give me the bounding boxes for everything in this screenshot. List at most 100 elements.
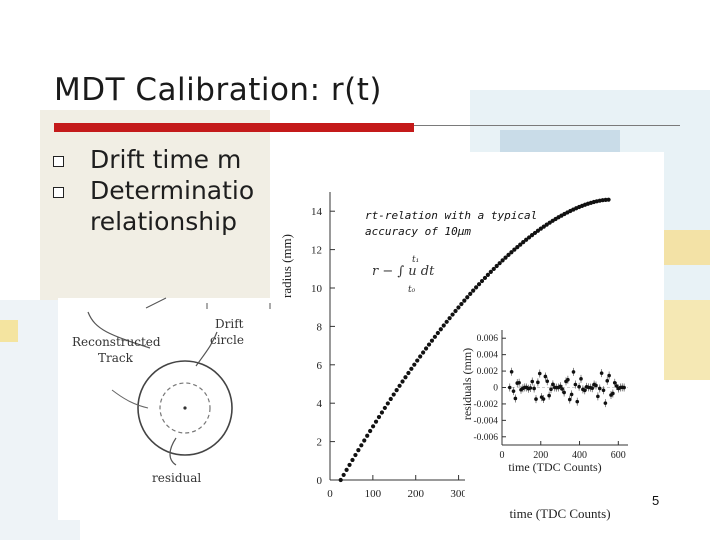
residuals-inset: residuals (mm) time (TDC Counts) 0.006 0.…: [460, 320, 635, 500]
inset-x-axis-label: time (TDC Counts): [508, 460, 601, 474]
residual-point: [562, 390, 566, 395]
x-axis-label: time (TDC Counts): [509, 506, 610, 521]
x-tick-label: 0: [327, 488, 333, 500]
rt-point: [476, 282, 482, 287]
rt-point: [406, 370, 411, 376]
title-underline: [54, 123, 414, 132]
residual-point: [509, 369, 514, 374]
residual-point: [571, 370, 576, 374]
rt-point: [394, 388, 399, 393]
rt-point: [471, 288, 476, 293]
rt-point: [338, 477, 343, 483]
y-tick-label: 8: [317, 321, 323, 333]
inset-y-axis-label: residuals (mm): [460, 348, 474, 420]
rt-point: [365, 433, 370, 438]
rt-point: [509, 250, 514, 255]
y-tick-label: 10: [311, 283, 323, 295]
rt-point: [347, 462, 352, 468]
rt-point: [368, 428, 373, 434]
residual-point: [545, 379, 550, 384]
square-bullet-icon: [53, 156, 64, 167]
drift-circle-diagram: Reconstructed Track Drift circle residua…: [58, 297, 288, 520]
residual-point: [594, 383, 598, 388]
residual-point: [528, 386, 533, 390]
x-tick-label: 300: [450, 488, 467, 500]
residual-point: [507, 385, 512, 390]
inset-x-tick-label: 400: [572, 450, 587, 461]
track-line: [145, 297, 167, 309]
page-number: 5: [652, 493, 660, 508]
residual-point: [622, 385, 626, 390]
rt-point: [482, 275, 488, 281]
y-tick-label: 4: [317, 398, 323, 410]
rt-point: [503, 255, 508, 260]
inset-y-tick-label: 0: [493, 384, 498, 394]
residual-point: [579, 377, 583, 381]
rt-point: [418, 354, 423, 359]
rt-point: [497, 261, 502, 266]
rt-point: [426, 342, 432, 347]
title-rule: [414, 125, 680, 126]
residual-point: [597, 386, 602, 391]
residual-point: [566, 377, 570, 382]
residual-point: [590, 386, 595, 391]
y-tick-label: 6: [317, 360, 323, 372]
residual-point: [532, 386, 536, 391]
rt-point: [421, 350, 426, 355]
residual-point: [511, 389, 516, 393]
formula: r − ∫ u dt t₁ t₀: [372, 255, 435, 295]
rt-point: [397, 383, 402, 388]
bullet-text: Drift time m: [90, 145, 242, 174]
rt-point: [491, 266, 496, 272]
annotation-line1: rt-relation with a typical: [365, 209, 537, 222]
rt-point: [391, 392, 396, 397]
reconstructed-track-label-line2: Track: [98, 351, 134, 365]
residual-point: [605, 379, 610, 383]
residual-point: [582, 388, 587, 393]
rt-point: [400, 379, 405, 384]
rt-point: [515, 245, 520, 250]
rt-point: [447, 316, 452, 321]
rt-point: [485, 272, 490, 277]
rt-point: [453, 308, 458, 314]
rt-point: [479, 278, 485, 284]
residual-point: [577, 384, 581, 389]
residual-label: residual: [152, 471, 201, 485]
residual-point: [547, 393, 551, 398]
rt-point: [465, 295, 470, 300]
residual-point: [560, 387, 565, 391]
rt-point: [409, 366, 414, 371]
residual-point: [517, 380, 521, 385]
residual-point: [549, 387, 553, 392]
rt-point: [376, 414, 382, 420]
residual-point: [541, 397, 546, 401]
residual-point: [558, 384, 563, 389]
residual-point: [603, 401, 608, 405]
y-tick-label: 2: [317, 437, 323, 449]
rt-point: [415, 358, 420, 363]
rt-point: [388, 396, 393, 402]
rt-point: [382, 405, 387, 411]
rt-point: [535, 228, 541, 233]
rt-point: [441, 323, 446, 328]
residual-point: [573, 382, 578, 387]
y-axis-label: radius (mm): [279, 234, 294, 298]
y-tick-label: 14: [311, 206, 323, 218]
inset-y-tick-label: 0.006: [477, 334, 499, 344]
rt-point: [456, 305, 461, 310]
rt-point: [444, 319, 449, 324]
bullet-item: Drift time m: [50, 144, 310, 175]
inset-y-tick-label: -0.004: [473, 416, 498, 426]
rt-point: [529, 233, 535, 238]
formula-text: r − ∫ u dt: [372, 264, 435, 279]
rt-point: [353, 452, 358, 458]
slide-title: MDT Calibration: r(t): [54, 72, 382, 108]
drift-circle: [159, 382, 211, 434]
track-pointer: [111, 389, 149, 409]
rt-point: [459, 301, 464, 307]
inset-x-tick-label: 0: [500, 450, 505, 461]
rt-point: [488, 269, 493, 274]
annotation-line2: accuracy of 10μm: [365, 225, 471, 238]
formula-lower-limit: t₀: [408, 285, 416, 295]
